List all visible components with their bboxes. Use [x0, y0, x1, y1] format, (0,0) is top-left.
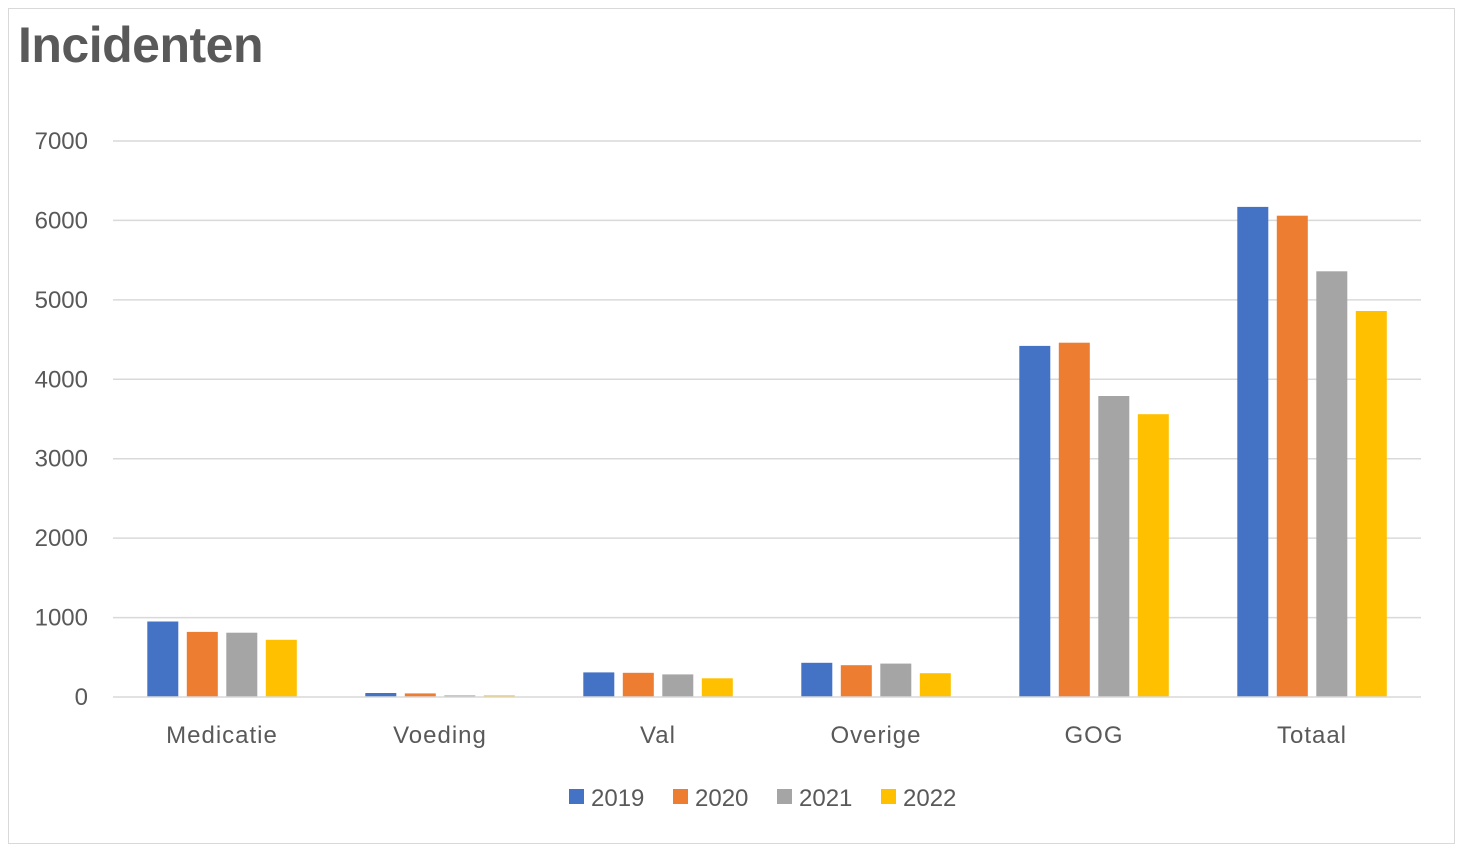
- bar-gog-2020: [1058, 342, 1090, 697]
- bar-totaal-2020: [1276, 215, 1308, 697]
- x-category-label: Totaal: [1277, 722, 1347, 749]
- bar-totaal-2022: [1355, 311, 1387, 697]
- x-category-label: Val: [640, 722, 676, 749]
- y-tick-label: 6000: [35, 207, 88, 234]
- bar-totaal-2021: [1316, 271, 1348, 697]
- bars: [147, 206, 1387, 697]
- bar-val-2022: [701, 678, 733, 697]
- bar-gog-2019: [1019, 345, 1051, 697]
- chart-title: Incidenten: [18, 17, 264, 73]
- legend-label: 2019: [591, 785, 644, 812]
- legend-swatch-2021: [777, 789, 792, 804]
- bar-gog-2022: [1137, 414, 1169, 697]
- bar-totaal-2019: [1237, 206, 1269, 697]
- bar-voeding-2022: [483, 695, 515, 697]
- bar-val-2020: [622, 672, 654, 697]
- y-axis-tick-labels: 0 1000 2000 3000 4000 5000 6000 7000: [35, 128, 88, 711]
- y-tick-label: 3000: [35, 446, 88, 473]
- y-tick-label: 0: [75, 684, 88, 711]
- bar-overige-2020: [840, 665, 872, 697]
- bar-overige-2021: [880, 663, 912, 697]
- bar-medicatie-2019: [147, 621, 179, 697]
- bar-voeding-2021: [444, 695, 476, 697]
- bar-medicatie-2020: [186, 631, 218, 697]
- bar-voeding-2019: [365, 693, 397, 697]
- bar-overige-2022: [919, 673, 951, 697]
- x-category-label: Overige: [830, 722, 921, 749]
- legend-label: 2020: [695, 785, 748, 812]
- bar-val-2021: [662, 674, 694, 697]
- y-tick-label: 1000: [35, 605, 88, 632]
- bar-medicatie-2022: [265, 639, 297, 697]
- legend-swatch-2019: [569, 789, 584, 804]
- legend-label: 2022: [903, 785, 956, 812]
- bar-voeding-2020: [404, 693, 436, 697]
- gridlines: [113, 140, 1421, 619]
- legend-swatch-2020: [673, 789, 688, 804]
- x-category-label: Medicatie: [166, 722, 278, 749]
- bar-overige-2019: [801, 662, 833, 697]
- x-category-label: GOG: [1064, 722, 1123, 749]
- bar-medicatie-2021: [226, 632, 258, 697]
- x-category-label: Voeding: [393, 722, 487, 749]
- legend-label: 2021: [799, 785, 852, 812]
- y-tick-label: 5000: [35, 287, 88, 314]
- legend-swatch-2022: [881, 789, 896, 804]
- y-tick-label: 7000: [35, 128, 88, 155]
- y-tick-label: 4000: [35, 366, 88, 393]
- legend: 2019 2020 2021 2022: [569, 785, 956, 812]
- y-tick-label: 2000: [35, 525, 88, 552]
- x-axis-category-labels: Medicatie Voeding Val Overige GOG Totaal: [166, 722, 1347, 749]
- bar-gog-2021: [1098, 396, 1130, 697]
- bar-val-2019: [583, 672, 615, 697]
- chart-frame: [8, 8, 1455, 844]
